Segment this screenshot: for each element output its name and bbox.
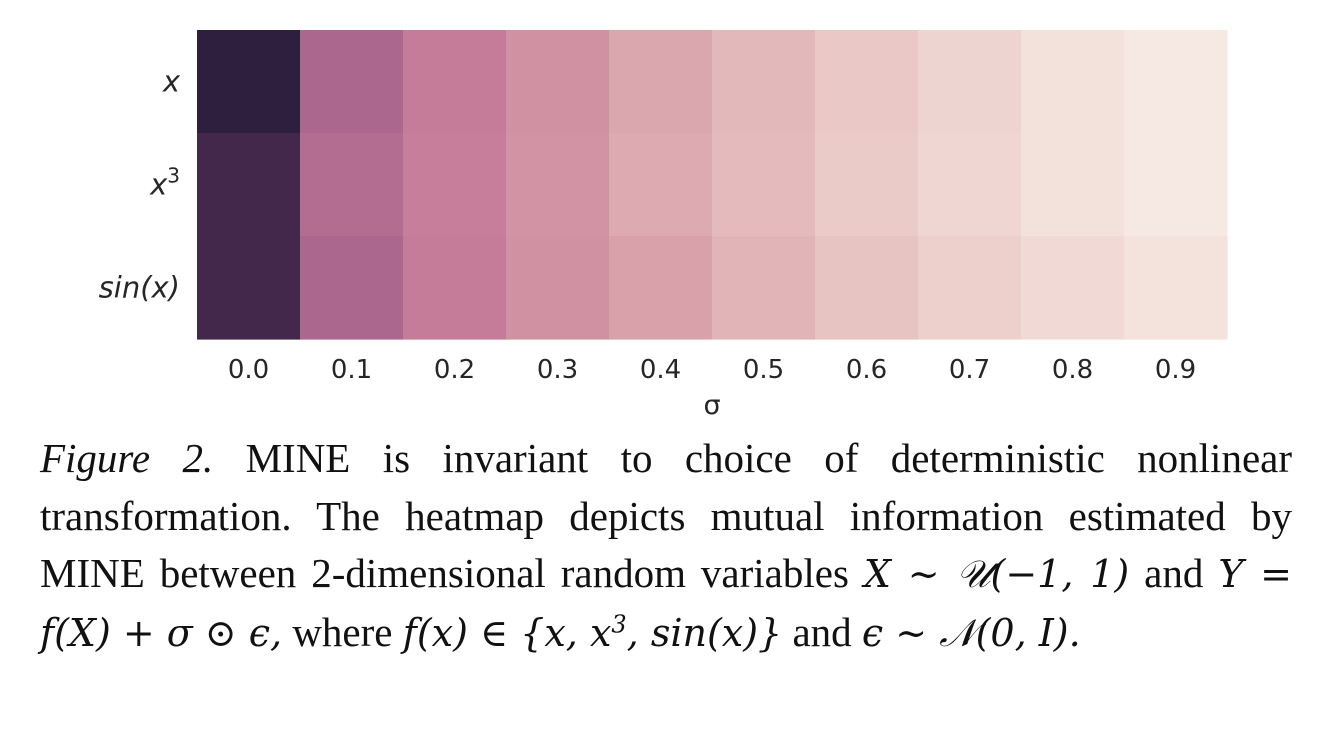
caption-epsilon-definition: ϵ ∼ 𝒩(0, I). bbox=[861, 610, 1081, 655]
heatmap-cell bbox=[712, 133, 816, 237]
y-tick-labels: x x3 sin(x) bbox=[99, 65, 181, 305]
heatmap-cell bbox=[1124, 236, 1228, 340]
heatmap-cell bbox=[712, 30, 816, 134]
caption-label: Figure 2. bbox=[40, 435, 214, 481]
heatmap-cell bbox=[918, 133, 1022, 237]
x-tick-label: 0.6 bbox=[846, 355, 887, 385]
caption-text-2: and bbox=[1144, 550, 1204, 596]
heatmap-cell bbox=[609, 133, 713, 237]
heatmap-cells bbox=[197, 30, 1228, 340]
heatmap-cell bbox=[506, 236, 610, 340]
x-tick-labels: 0.0 0.1 0.2 0.3 0.4 0.5 0.6 0.7 0.8 0.9 bbox=[228, 355, 1196, 385]
heatmap-cell bbox=[506, 30, 610, 134]
x-tick-label: 0.0 bbox=[228, 355, 269, 385]
heatmap-figure: x x3 sin(x) 0.0 0.1 0.2 0.3 0.4 0.5 0.6 0.7 0.8 0.9… bbox=[99, 30, 1228, 421]
caption-text-3: where bbox=[292, 608, 393, 655]
x-tick-label: 0.3 bbox=[537, 355, 578, 385]
heatmap-cell bbox=[1021, 30, 1125, 134]
heatmap-cell bbox=[1021, 133, 1125, 237]
heatmap-cell bbox=[197, 30, 301, 134]
heatmap-cell bbox=[815, 236, 919, 340]
figure-caption: Figure 2. MINE is invariant to choice of… bbox=[40, 430, 1292, 662]
caption-x-distribution: X ∼ 𝒰(−1, 1) bbox=[863, 552, 1130, 596]
heatmap-cell bbox=[712, 236, 816, 340]
heatmap-cell bbox=[1124, 133, 1228, 237]
heatmap-cell bbox=[197, 236, 301, 340]
heatmap-cell bbox=[1021, 236, 1125, 340]
heatmap-cell bbox=[300, 133, 404, 237]
heatmap-cell bbox=[197, 133, 301, 237]
heatmap-cell bbox=[1124, 30, 1228, 134]
x-tick-label: 0.4 bbox=[640, 355, 681, 385]
x-tick-label: 0.7 bbox=[949, 355, 990, 385]
heatmap-cell bbox=[403, 30, 507, 134]
caption-text-1: MINE is invariant to choice of determini… bbox=[40, 435, 1292, 596]
x-tick-label: 0.5 bbox=[743, 355, 784, 385]
x-tick-label: 0.2 bbox=[434, 355, 475, 385]
heatmap-cell bbox=[609, 236, 713, 340]
x-axis-label: σ bbox=[703, 390, 720, 421]
x-tick-label: 0.8 bbox=[1052, 355, 1093, 385]
x-tick-label: 0.1 bbox=[331, 355, 372, 385]
heatmap-cell bbox=[609, 30, 713, 134]
heatmap-cell bbox=[300, 236, 404, 340]
caption-text-4: and bbox=[792, 608, 852, 655]
heatmap-cell bbox=[815, 30, 919, 134]
heatmap-cell bbox=[403, 236, 507, 340]
x-tick-label: 0.9 bbox=[1155, 355, 1196, 385]
caption-f-definition: f(x) ∈ {x, x3, sin(x)} bbox=[403, 611, 782, 655]
heatmap-cell bbox=[918, 30, 1022, 134]
heatmap-cell bbox=[506, 133, 610, 237]
y-tick-label: sin(x) bbox=[99, 271, 180, 305]
caption-f-definition-start: f(x) ∈ {x, x bbox=[402, 610, 612, 655]
heatmap-cell bbox=[815, 133, 919, 237]
heatmap-cell bbox=[918, 236, 1022, 340]
heatmap-cell bbox=[300, 30, 404, 134]
caption-f-exponent: 3 bbox=[611, 609, 627, 638]
caption-y-definition: Y = f(X) + σ ⊙ ϵ, bbox=[40, 552, 1293, 655]
y-tick-label: x3 bbox=[149, 164, 180, 202]
caption-f-definition-end: , sin(x)} bbox=[626, 610, 783, 655]
heatmap-cell bbox=[403, 133, 507, 237]
y-tick-label: x bbox=[162, 65, 181, 99]
